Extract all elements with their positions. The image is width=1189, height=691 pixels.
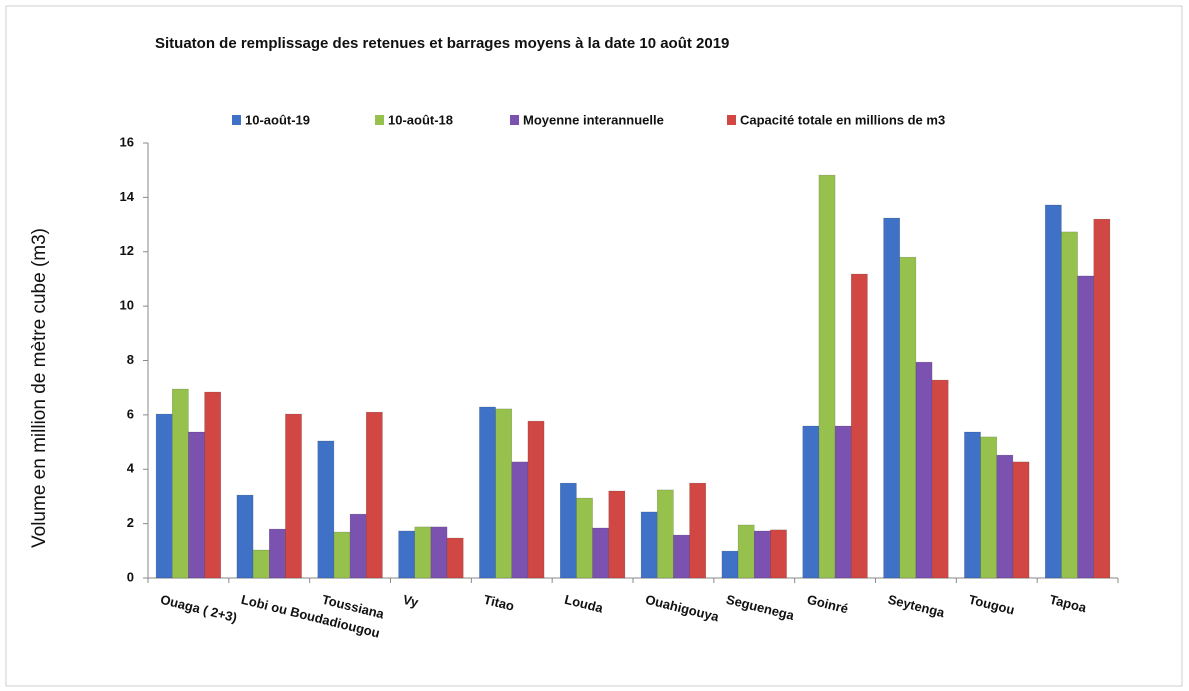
bar — [899, 256, 917, 579]
bar — [269, 528, 286, 579]
bar — [1093, 218, 1111, 579]
x-tick-label: Lobi ou Boudadiougou — [240, 592, 382, 641]
bar — [592, 527, 609, 579]
bar — [608, 490, 626, 579]
bar — [657, 489, 674, 579]
x-tick-label: Ouaga ( 2+3) — [159, 592, 239, 626]
bar — [1077, 275, 1095, 579]
bar — [527, 420, 545, 579]
legend-swatch — [232, 115, 241, 125]
y-tick-label: 8 — [127, 352, 134, 367]
bar — [511, 461, 529, 579]
x-tick-label: Tapoa — [1048, 592, 1089, 616]
bar — [479, 406, 496, 579]
legend-label: 10-août-18 — [388, 112, 453, 127]
x-tick-label: Titao — [482, 592, 516, 614]
x-tick-label: Tougou — [967, 592, 1016, 618]
bar — [1061, 231, 1078, 579]
bar — [754, 530, 771, 579]
bar — [172, 388, 189, 579]
bar — [737, 524, 755, 579]
legend-swatch — [727, 115, 736, 125]
chart-title: Situaton de remplissage des retenues et … — [155, 35, 729, 52]
bar — [964, 431, 981, 579]
bar — [996, 454, 1014, 579]
x-tick-label: Vy — [401, 592, 420, 610]
bar — [721, 550, 739, 579]
bar — [1012, 461, 1030, 579]
bar — [398, 530, 416, 579]
y-tick-label: 10 — [120, 298, 134, 313]
bar — [851, 273, 868, 579]
bar — [204, 391, 221, 579]
bar — [980, 436, 997, 579]
bar — [931, 379, 949, 579]
bar — [495, 408, 513, 579]
bar — [366, 411, 383, 579]
bar — [414, 526, 432, 579]
bar — [285, 413, 302, 579]
bar — [1045, 204, 1062, 579]
bar — [560, 482, 577, 579]
y-tick-label: 12 — [120, 243, 134, 258]
bar — [430, 526, 448, 579]
bar — [236, 494, 254, 579]
bar — [834, 425, 852, 579]
y-tick-label: 0 — [127, 569, 134, 584]
bar — [155, 413, 173, 579]
bar — [673, 534, 690, 579]
y-tick-label: 2 — [127, 515, 134, 530]
bar — [188, 431, 205, 579]
bar — [818, 174, 836, 579]
legend-swatch — [375, 115, 384, 125]
x-tick-label: Ouahigouya — [644, 592, 721, 625]
y-tick-label: 6 — [127, 406, 134, 421]
bar — [770, 529, 787, 579]
x-tick-label: Seytenga — [886, 592, 946, 621]
legend-label: Moyenne interannuelle — [523, 112, 664, 127]
legend-label: Capacité totale en millions de m3 — [740, 112, 945, 127]
bar — [317, 440, 335, 579]
x-tick-label: Louda — [563, 592, 605, 616]
bar — [576, 497, 593, 579]
y-tick-label: 16 — [120, 134, 134, 149]
y-tick-label: 4 — [127, 461, 135, 476]
bar — [915, 361, 933, 579]
chart-border — [5, 5, 1183, 687]
x-tick-label: Goinré — [806, 592, 850, 617]
x-tick-label: Seguenega — [725, 592, 797, 624]
bar — [333, 531, 351, 579]
bar — [802, 425, 820, 579]
bar — [640, 511, 658, 579]
bar — [689, 482, 706, 579]
bar — [252, 549, 270, 579]
legend-label: 10-août-19 — [245, 112, 310, 127]
legend-swatch — [510, 115, 519, 125]
y-tick-label: 14 — [120, 189, 135, 204]
y-axis-label: Volume en million de mètre cube (m3) — [29, 228, 50, 548]
bar — [883, 217, 900, 579]
bar — [446, 537, 464, 579]
bar — [349, 513, 367, 579]
